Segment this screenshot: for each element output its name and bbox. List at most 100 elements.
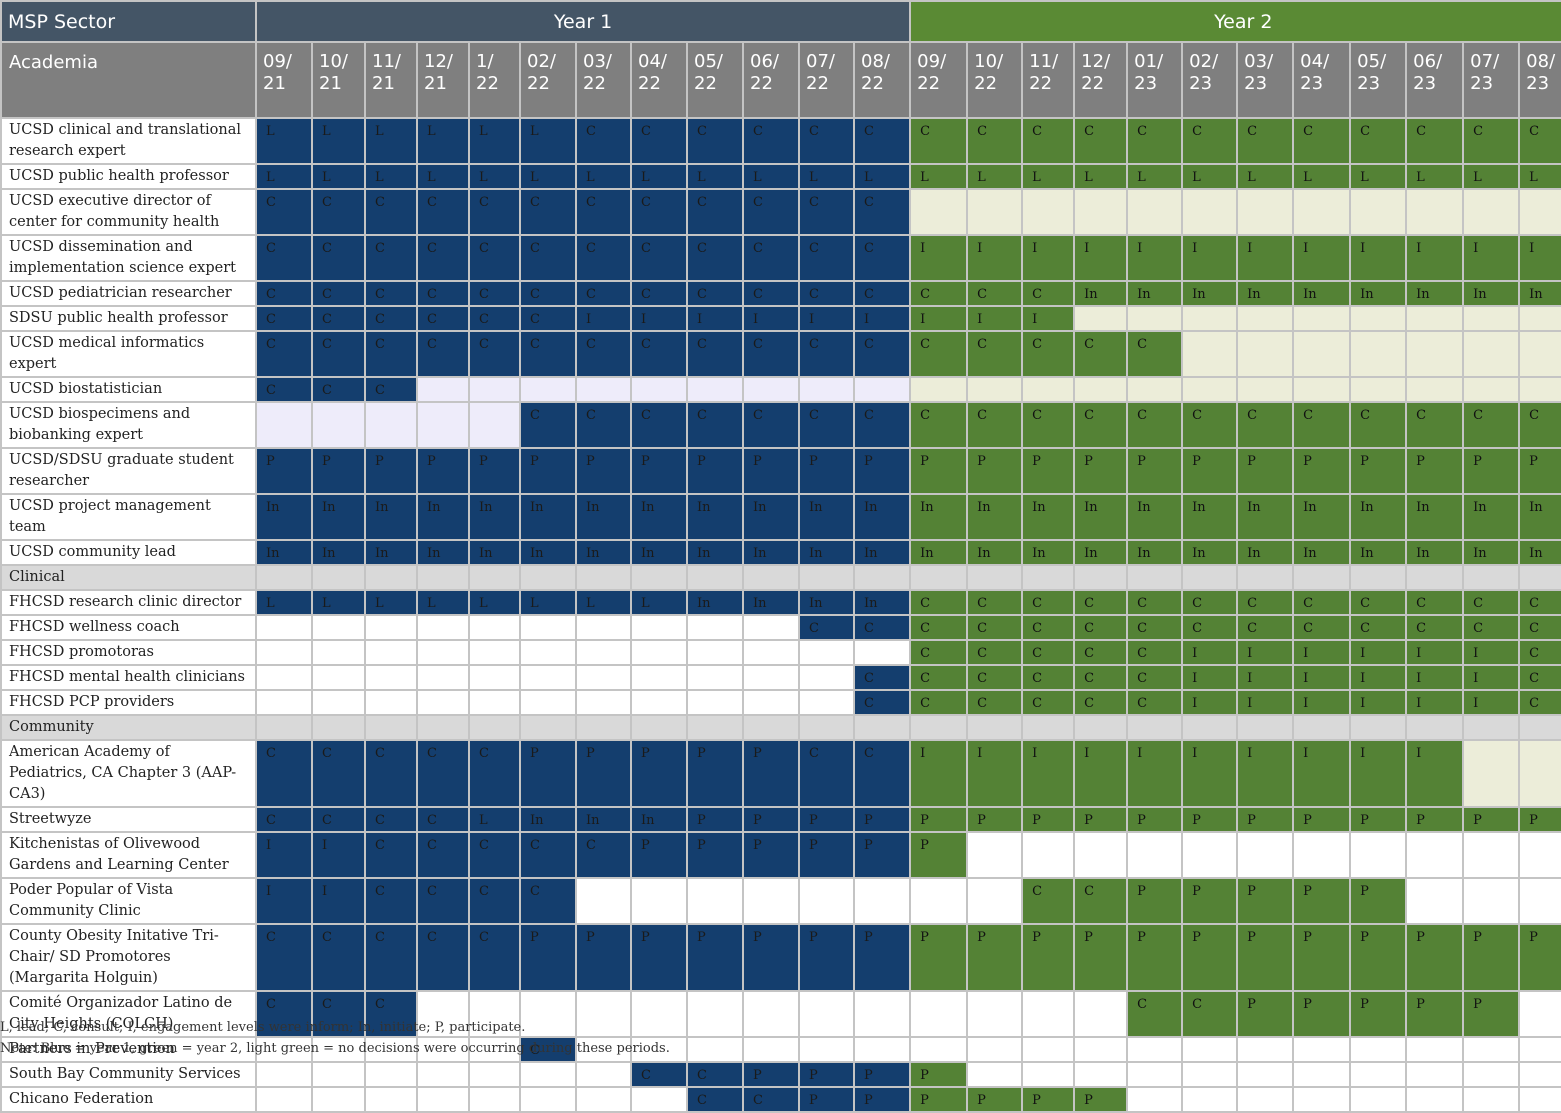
engagement-cell <box>1181 1036 1239 1063</box>
section-filler-cell <box>966 564 1024 591</box>
engagement-cell: C <box>798 188 855 236</box>
section-filler-cell <box>1021 714 1076 741</box>
engagement-cell: In <box>1405 493 1465 541</box>
engagement-cell: I <box>966 234 1024 282</box>
month-header: 12/ 22 <box>1073 41 1129 119</box>
engagement-cell <box>1126 1086 1184 1113</box>
engagement-cell: C <box>798 280 855 307</box>
engagement-cell <box>1518 1061 1561 1088</box>
section-filler-cell <box>798 714 855 741</box>
month-header: 12/ 21 <box>416 41 470 119</box>
table-row: UCSD medical informatics expert C C C C C C C C C… <box>0 330 1561 378</box>
row-label: FHCSD research clinic director <box>0 589 257 616</box>
engagement-cell: P <box>630 831 688 879</box>
engagement-cell <box>364 1061 418 1088</box>
engagement-cell: I <box>1236 639 1295 666</box>
section-filler-cell <box>1181 714 1239 741</box>
engagement-cell <box>1292 1036 1352 1063</box>
engagement-cell: C <box>966 689 1024 716</box>
engagement-cell: C <box>416 234 470 282</box>
engagement-cell: C <box>1073 877 1129 925</box>
engagement-cell <box>1181 831 1239 879</box>
engagement-cell <box>966 376 1024 403</box>
engagement-cell: In <box>798 539 855 566</box>
engagement-cell: C <box>311 806 366 833</box>
section-filler-cell <box>966 714 1024 741</box>
table-row: FHCSD mental health clinicians C C C C C C I I I I… <box>0 664 1561 691</box>
engagement-cell: C <box>1021 280 1076 307</box>
section-filler-cell <box>468 564 521 591</box>
year1-header: Year 1 <box>254 0 912 43</box>
engagement-cell: P <box>364 447 418 495</box>
table-row: American Academy of Pediatrics, CA Chapt… <box>0 739 1561 808</box>
engagement-cell: P <box>1292 923 1352 992</box>
engagement-cell: P <box>1126 877 1184 925</box>
row-label: UCSD dissemination and implementation sc… <box>0 234 257 282</box>
section-filler-cell <box>1462 564 1521 591</box>
row-label: Poder Popular of Vista Community Clinic <box>0 877 257 925</box>
engagement-cell: L <box>519 117 577 165</box>
table-row: Kitchenistas of Olivewood Gardens and Le… <box>0 831 1561 879</box>
engagement-cell: L <box>416 163 470 190</box>
month-header: 06/ 23 <box>1405 41 1465 119</box>
engagement-cell: C <box>742 1086 800 1113</box>
engagement-cell: C <box>966 614 1024 641</box>
engagement-cell: I <box>1462 664 1521 691</box>
engagement-cell: C <box>519 305 577 332</box>
engagement-cell: C <box>1073 330 1129 378</box>
engagement-cell: I <box>1405 234 1465 282</box>
table-body: UCSD clinical and translational research… <box>0 117 1561 1113</box>
engagement-cell: L <box>364 589 418 616</box>
engagement-cell: L <box>1518 163 1561 190</box>
row-label: Streetwyze <box>0 806 257 833</box>
engagement-cell <box>1518 877 1561 925</box>
section-filler-cell <box>742 714 800 741</box>
engagement-cell: In <box>311 493 366 541</box>
engagement-cell: P <box>1349 877 1408 925</box>
section-filler-cell <box>798 564 855 591</box>
engagement-cell: I <box>1181 639 1239 666</box>
engagement-cell: In <box>1236 280 1295 307</box>
engagement-cell <box>364 639 418 666</box>
engagement-cell <box>1073 188 1129 236</box>
engagement-cell <box>909 990 969 1038</box>
engagement-cell <box>1405 1086 1465 1113</box>
engagement-cell <box>468 689 521 716</box>
engagement-cell <box>852 990 912 1038</box>
engagement-cell: P <box>686 806 744 833</box>
engagement-cell: C <box>966 330 1024 378</box>
engagement-cell <box>255 401 313 449</box>
engagement-cell: I <box>1462 639 1521 666</box>
engagement-cell: C <box>519 877 577 925</box>
month-header: 04/ 23 <box>1292 41 1352 119</box>
engagement-cell: L <box>364 163 418 190</box>
engagement-cell: P <box>1021 447 1076 495</box>
engagement-cell: C <box>909 589 969 616</box>
engagement-cell: I <box>1126 739 1184 808</box>
engagement-cell <box>630 376 688 403</box>
engagement-cell: C <box>1181 990 1239 1038</box>
month-header: 07/ 23 <box>1462 41 1521 119</box>
engagement-cell: P <box>798 1086 855 1113</box>
engagement-cell: C <box>686 401 744 449</box>
month-header: 11/ 21 <box>364 41 418 119</box>
engagement-cell <box>1518 376 1561 403</box>
engagement-cell <box>1405 877 1465 925</box>
engagement-cell: L <box>519 589 577 616</box>
engagement-cell: In <box>966 539 1024 566</box>
month-header: 02/ 23 <box>1181 41 1239 119</box>
engagement-cell: C <box>1073 614 1129 641</box>
engagement-cell: C <box>1073 639 1129 666</box>
engagement-cell: C <box>1405 401 1465 449</box>
engagement-cell: P <box>798 806 855 833</box>
engagement-cell <box>1462 1061 1521 1088</box>
section-filler-cell <box>1405 714 1465 741</box>
engagement-cell: C <box>1126 330 1184 378</box>
section-filler-cell <box>575 714 632 741</box>
engagement-cell: C <box>311 280 366 307</box>
engagement-cell: In <box>416 493 470 541</box>
engagement-cell: P <box>798 923 855 992</box>
engagement-cell: L <box>630 589 688 616</box>
engagement-cell: C <box>630 330 688 378</box>
engagement-cell <box>1292 305 1352 332</box>
